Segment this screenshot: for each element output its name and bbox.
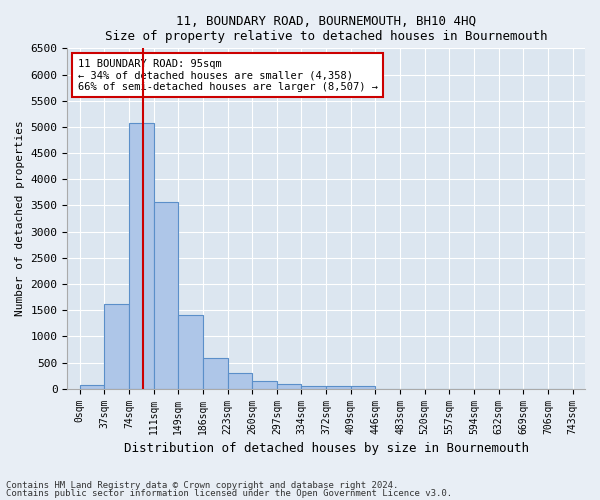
Y-axis label: Number of detached properties: Number of detached properties — [15, 120, 25, 316]
Bar — [104, 304, 129, 388]
Bar — [227, 372, 252, 388]
Bar — [129, 122, 154, 388]
Bar — [80, 385, 104, 388]
Bar — [326, 386, 351, 388]
Bar — [301, 386, 326, 388]
Bar — [203, 358, 227, 388]
Text: Contains public sector information licensed under the Open Government Licence v3: Contains public sector information licen… — [6, 489, 452, 498]
Bar — [252, 382, 277, 388]
X-axis label: Distribution of detached houses by size in Bournemouth: Distribution of detached houses by size … — [124, 442, 529, 455]
Title: 11, BOUNDARY ROAD, BOURNEMOUTH, BH10 4HQ
Size of property relative to detached h: 11, BOUNDARY ROAD, BOURNEMOUTH, BH10 4HQ… — [105, 15, 547, 43]
Bar — [178, 316, 203, 388]
Bar — [154, 202, 178, 388]
Bar — [277, 384, 301, 388]
Text: Contains HM Land Registry data © Crown copyright and database right 2024.: Contains HM Land Registry data © Crown c… — [6, 480, 398, 490]
Bar — [351, 386, 376, 388]
Text: 11 BOUNDARY ROAD: 95sqm
← 34% of detached houses are smaller (4,358)
66% of semi: 11 BOUNDARY ROAD: 95sqm ← 34% of detache… — [77, 58, 377, 92]
